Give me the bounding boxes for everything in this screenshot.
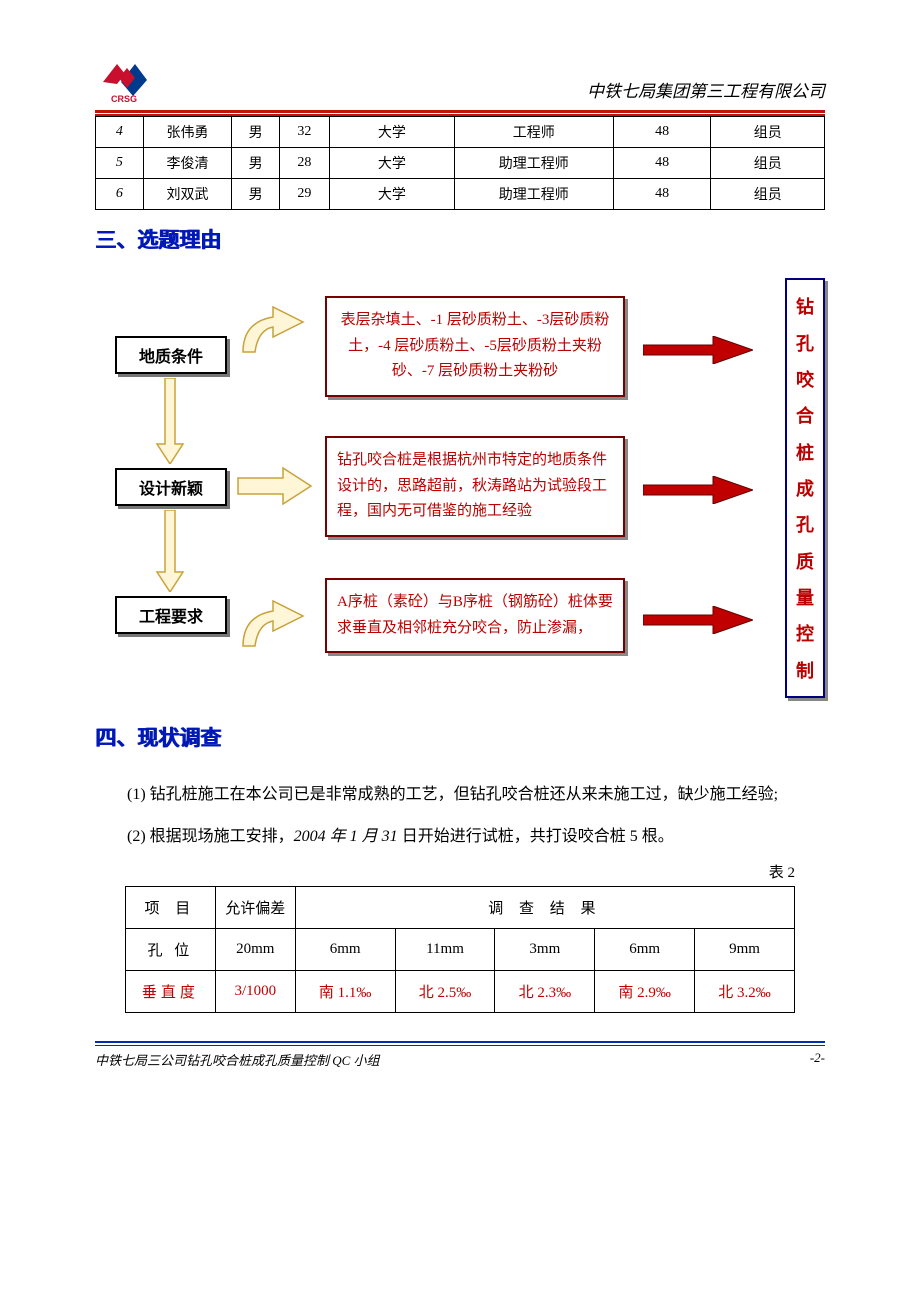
flow-right-column: 钻孔咬合桩成孔质量控制 (785, 278, 825, 698)
survey-cell: 9mm (695, 928, 795, 970)
cell-name: 刘双武 (143, 179, 232, 210)
cell-age: 28 (279, 148, 329, 179)
cell-idx: 6 (96, 179, 144, 210)
survey-table: 项 目 允许偏差 调 查 结 果 孔 位20mm6mm11mm3mm6mm9mm… (125, 886, 795, 1013)
curve-arrow-icon (233, 596, 303, 646)
footer-divider (95, 1041, 825, 1046)
para2-pre: (2) 根据现场施工安排， (127, 828, 294, 845)
curve-arrow-icon (233, 466, 303, 516)
right-col-char: 咬 (796, 366, 814, 392)
svg-text:CRSG: CRSG (111, 94, 137, 104)
survey-label: 孔 位 (126, 928, 216, 970)
cell-name: 李俊清 (143, 148, 232, 179)
cell-sex: 男 (232, 179, 280, 210)
survey-cell: 南 2.9‰ (595, 970, 695, 1012)
down-arrow-icon (155, 378, 185, 469)
survey-tol: 20mm (215, 928, 295, 970)
right-col-char: 质 (796, 548, 814, 574)
survey-th-results: 调 查 结 果 (295, 886, 794, 928)
para2-post: 日开始进行试桩，共打设咬合桩 5 根。 (402, 828, 674, 845)
survey-row: 垂直度3/1000南 1.1‰北 2.5‰北 2.3‰南 2.9‰北 3.2‰ (126, 970, 795, 1012)
company-name: 中铁七局集团第三工程有限公司 (587, 77, 825, 104)
survey-cell: 6mm (295, 928, 395, 970)
survey-cell: 6mm (595, 928, 695, 970)
cell-hours: 48 (613, 148, 711, 179)
cell-role: 组员 (711, 117, 825, 148)
cell-hours: 48 (613, 117, 711, 148)
survey-row: 孔 位20mm6mm11mm3mm6mm9mm (126, 928, 795, 970)
down-arrow-icon (155, 510, 185, 597)
cell-age: 32 (279, 117, 329, 148)
cell-idx: 4 (96, 117, 144, 148)
flow-desc-0: 表层杂填土、-1 层砂质粉土、-3层砂质粉土，-4 层砂质粉土、-5层砂质粉土夹… (325, 296, 625, 397)
right-col-char: 合 (796, 402, 814, 428)
page-header: CRSG 中铁七局集团第三工程有限公司 (95, 60, 825, 104)
survey-cell: 北 2.5‰ (395, 970, 495, 1012)
cell-name: 张伟勇 (143, 117, 232, 148)
members-table: 4张伟勇男32大学工程师48组员5李俊清男28大学助理工程师48组员6刘双武男2… (95, 116, 825, 210)
cell-idx: 5 (96, 148, 144, 179)
flow-node-design: 设计新颖 (115, 468, 227, 506)
cell-title: 助理工程师 (454, 148, 613, 179)
page-footer: 中铁七局三公司钻孔咬合桩成孔质量控制 QC 小组 -2- (95, 1050, 825, 1069)
cell-edu: 大学 (329, 117, 454, 148)
para-1: (1) 钻孔桩施工在本公司已是非常成熟的工艺，但钻孔咬合桩还从来未施工过，缺少施… (95, 776, 825, 814)
para2-date: 2004 年 1 月 31 (294, 828, 402, 845)
cell-hours: 48 (613, 179, 711, 210)
right-col-char: 控 (796, 620, 814, 646)
red-arrow-icon (643, 336, 753, 364)
survey-tol: 3/1000 (215, 970, 295, 1012)
survey-cell: 北 3.2‰ (695, 970, 795, 1012)
cell-title: 工程师 (454, 117, 613, 148)
red-arrow-icon (643, 476, 753, 504)
flow-node-req: 工程要求 (115, 596, 227, 634)
section4-heading: 四、现状调查 (95, 722, 825, 752)
cell-edu: 大学 (329, 179, 454, 210)
survey-cell: 北 2.3‰ (495, 970, 595, 1012)
survey-cell: 3mm (495, 928, 595, 970)
right-col-char: 孔 (796, 511, 814, 537)
cell-sex: 男 (232, 117, 280, 148)
cell-role: 组员 (711, 179, 825, 210)
right-col-char: 孔 (796, 330, 814, 356)
para-2: (2) 根据现场施工安排，2004 年 1 月 31 日开始进行试桩，共打设咬合… (95, 818, 825, 856)
flowchart: 地质条件设计新颖工程要求 表层杂填土、-1 层砂质粉土、-3层砂质粉土，-4 层… (95, 278, 825, 708)
cell-sex: 男 (232, 148, 280, 179)
survey-header-row: 项 目 允许偏差 调 查 结 果 (126, 886, 795, 928)
cell-edu: 大学 (329, 148, 454, 179)
table-row: 5李俊清男28大学助理工程师48组员 (96, 148, 825, 179)
flow-desc-2: A序桩（素砼）与B序桩（钢筋砼）桩体要求垂直及相邻桩充分咬合，防止渗漏， (325, 578, 625, 653)
survey-th-item: 项 目 (126, 886, 216, 928)
footer-left: 中铁七局三公司钻孔咬合桩成孔质量控制 QC 小组 (95, 1050, 380, 1069)
right-col-char: 制 (796, 657, 814, 683)
survey-th-tol: 允许偏差 (215, 886, 295, 928)
right-col-char: 钻 (796, 293, 814, 319)
survey-label: 垂直度 (126, 970, 216, 1012)
crsg-logo: CRSG (95, 60, 153, 104)
right-col-char: 量 (796, 584, 814, 610)
flow-node-geo: 地质条件 (115, 336, 227, 374)
footer-right: -2- (810, 1050, 825, 1069)
red-arrow-icon (643, 606, 753, 634)
right-col-char: 桩 (796, 439, 814, 465)
table-row: 6刘双武男29大学助理工程师48组员 (96, 179, 825, 210)
flow-desc-1: 钻孔咬合桩是根据杭州市特定的地质条件设计的，思路超前，秋涛路站为试验段工程，国内… (325, 436, 625, 537)
curve-arrow-icon (233, 302, 303, 352)
cell-title: 助理工程师 (454, 179, 613, 210)
table-row: 4张伟勇男32大学工程师48组员 (96, 117, 825, 148)
right-col-char: 成 (796, 475, 814, 501)
cell-age: 29 (279, 179, 329, 210)
table2-label: 表 2 (95, 861, 795, 882)
section3-heading: 三、选题理由 (95, 224, 825, 254)
survey-cell: 南 1.1‰ (295, 970, 395, 1012)
survey-cell: 11mm (395, 928, 495, 970)
cell-role: 组员 (711, 148, 825, 179)
